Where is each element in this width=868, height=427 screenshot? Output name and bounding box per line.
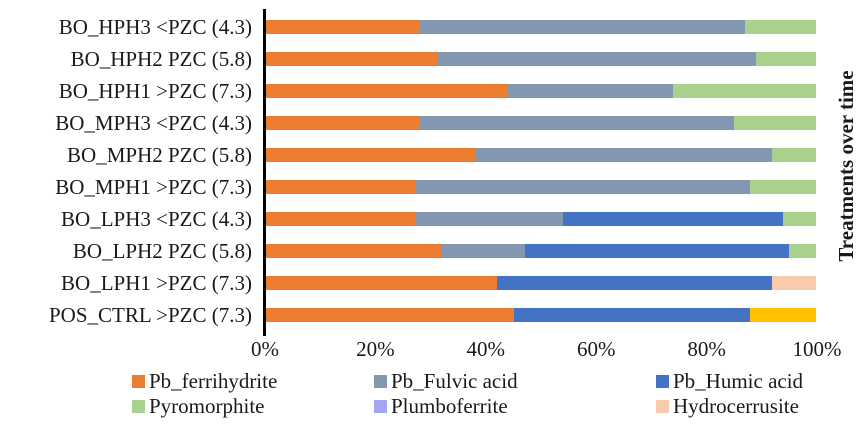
bar-segment-pb-ferrihydrite: [266, 116, 420, 130]
legend-swatch: [374, 374, 387, 388]
bar-segment-pb-ferrihydrite: [266, 308, 514, 322]
legend-swatch: [656, 399, 669, 413]
bar-segment-pb-ferrihydrite: [266, 276, 497, 290]
bar-segment-pb-ferrihydrite: [266, 20, 420, 34]
bar-segment-pb-ferrihydrite: [266, 244, 442, 258]
bar-segment-pb-fulvic-acid: [420, 20, 745, 34]
bar-segment-pb-fulvic-acid: [414, 180, 750, 194]
legend-item-plumboferrite: Plumboferrite: [374, 394, 508, 418]
legend-label: Plumboferrite: [391, 393, 508, 418]
bar-segment-hydrocerrusite: [772, 276, 816, 290]
category-label: BO_LPH2 PZC (5.8): [72, 239, 252, 263]
legend-item-hydrocerrusite: Hydrocerrusite: [656, 394, 799, 418]
legend-swatch: [132, 374, 145, 388]
bar-segment-pyromorphite: [733, 116, 816, 130]
bar-segment-pb-fulvic-acid: [508, 84, 673, 98]
stacked-bar: [266, 180, 816, 194]
legend-item-pyromorphite: Pyromorphite: [132, 394, 265, 418]
bar-segment-pb-fulvic-acid: [420, 116, 734, 130]
category-label: BO_MPH3 <PZC (4.3): [55, 111, 252, 135]
stacked-bar: [266, 148, 816, 162]
x-tick-label: 80%: [687, 337, 726, 361]
legend-swatch: [132, 399, 145, 413]
legend-item-pb-humic-acid: Pb_Humic acid: [656, 369, 803, 393]
bar-segment-pb-fulvic-acid: [475, 148, 772, 162]
stacked-bar: [266, 276, 816, 290]
category-label: BO_MPH1 >PZC (7.3): [55, 175, 252, 199]
bar-segment-pb-humic-acid: [513, 308, 750, 322]
bar-segment-pyromorphite: [744, 20, 816, 34]
bar-segment-pb-ferrihydrite: [266, 84, 508, 98]
bar-segment-pb-humic-acid: [524, 244, 789, 258]
category-label: BO_LPH1 >PZC (7.3): [61, 271, 252, 295]
category-label: BO_LPH3 <PZC (4.3): [61, 207, 252, 231]
category-label: BO_HPH2 PZC (5.8): [70, 47, 252, 71]
bar-segment-pyromorphite: [750, 180, 816, 194]
bar-segment-pb-fulvic-acid: [436, 52, 756, 66]
bar-segment-pyromorphite: [772, 148, 816, 162]
legend-label: Pb_ferrihydrite: [149, 368, 278, 393]
stacked-bar: [266, 84, 816, 98]
legend-swatch: [374, 399, 387, 413]
bar-segment-unlabeled-yellow-segment: [750, 308, 816, 322]
bar-segment-pb-humic-acid: [497, 276, 772, 290]
legend-item-pb-fulvic-acid: Pb_Fulvic acid: [374, 369, 518, 393]
x-tick-label: 40%: [466, 337, 506, 361]
bar-segment-pyromorphite: [755, 52, 816, 66]
x-tick-label: 100%: [792, 337, 842, 361]
bar-segment-pyromorphite: [673, 84, 816, 98]
category-label: BO_MPH2 PZC (5.8): [67, 143, 252, 167]
right-axis-title: Treatments over time: [834, 70, 858, 262]
stacked-bar: [266, 244, 816, 258]
x-tick-label: 0%: [251, 337, 279, 361]
stacked-bar: [266, 52, 816, 66]
stacked-bar: [266, 212, 816, 226]
bar-segment-pb-ferrihydrite: [266, 180, 415, 194]
bar-segment-pb-ferrihydrite: [266, 212, 415, 226]
y-axis-line: [263, 9, 266, 336]
category-label: BO_HPH3 <PZC (4.3): [58, 15, 252, 39]
x-tick-label: 60%: [576, 337, 616, 361]
legend-swatch: [656, 374, 669, 388]
legend-label: Pb_Fulvic acid: [391, 368, 518, 393]
legend-item-pb-ferrihydrite: Pb_ferrihydrite: [132, 369, 277, 393]
category-label: BO_HPH1 >PZC (7.3): [58, 79, 252, 103]
bar-segment-pyromorphite: [788, 244, 816, 258]
legend-label: Hydrocerrusite: [673, 393, 799, 418]
stacked-bar: [266, 116, 816, 130]
bar-segment-pb-ferrihydrite: [266, 52, 437, 66]
bar-segment-pb-ferrihydrite: [266, 148, 475, 162]
legend-label: Pyromorphite: [149, 393, 265, 418]
bar-segment-pyromorphite: [783, 212, 816, 226]
category-label: POS_CTRL >PZC (7.3): [48, 303, 252, 327]
bar-segment-pb-humic-acid: [563, 212, 783, 226]
bar-segment-pb-fulvic-acid: [442, 244, 525, 258]
x-tick-label: 20%: [356, 337, 395, 361]
legend-label: Pb_Humic acid: [673, 368, 804, 393]
stacked-bar: [266, 308, 816, 322]
stacked-bar: [266, 20, 816, 34]
bar-segment-pb-fulvic-acid: [414, 212, 563, 226]
